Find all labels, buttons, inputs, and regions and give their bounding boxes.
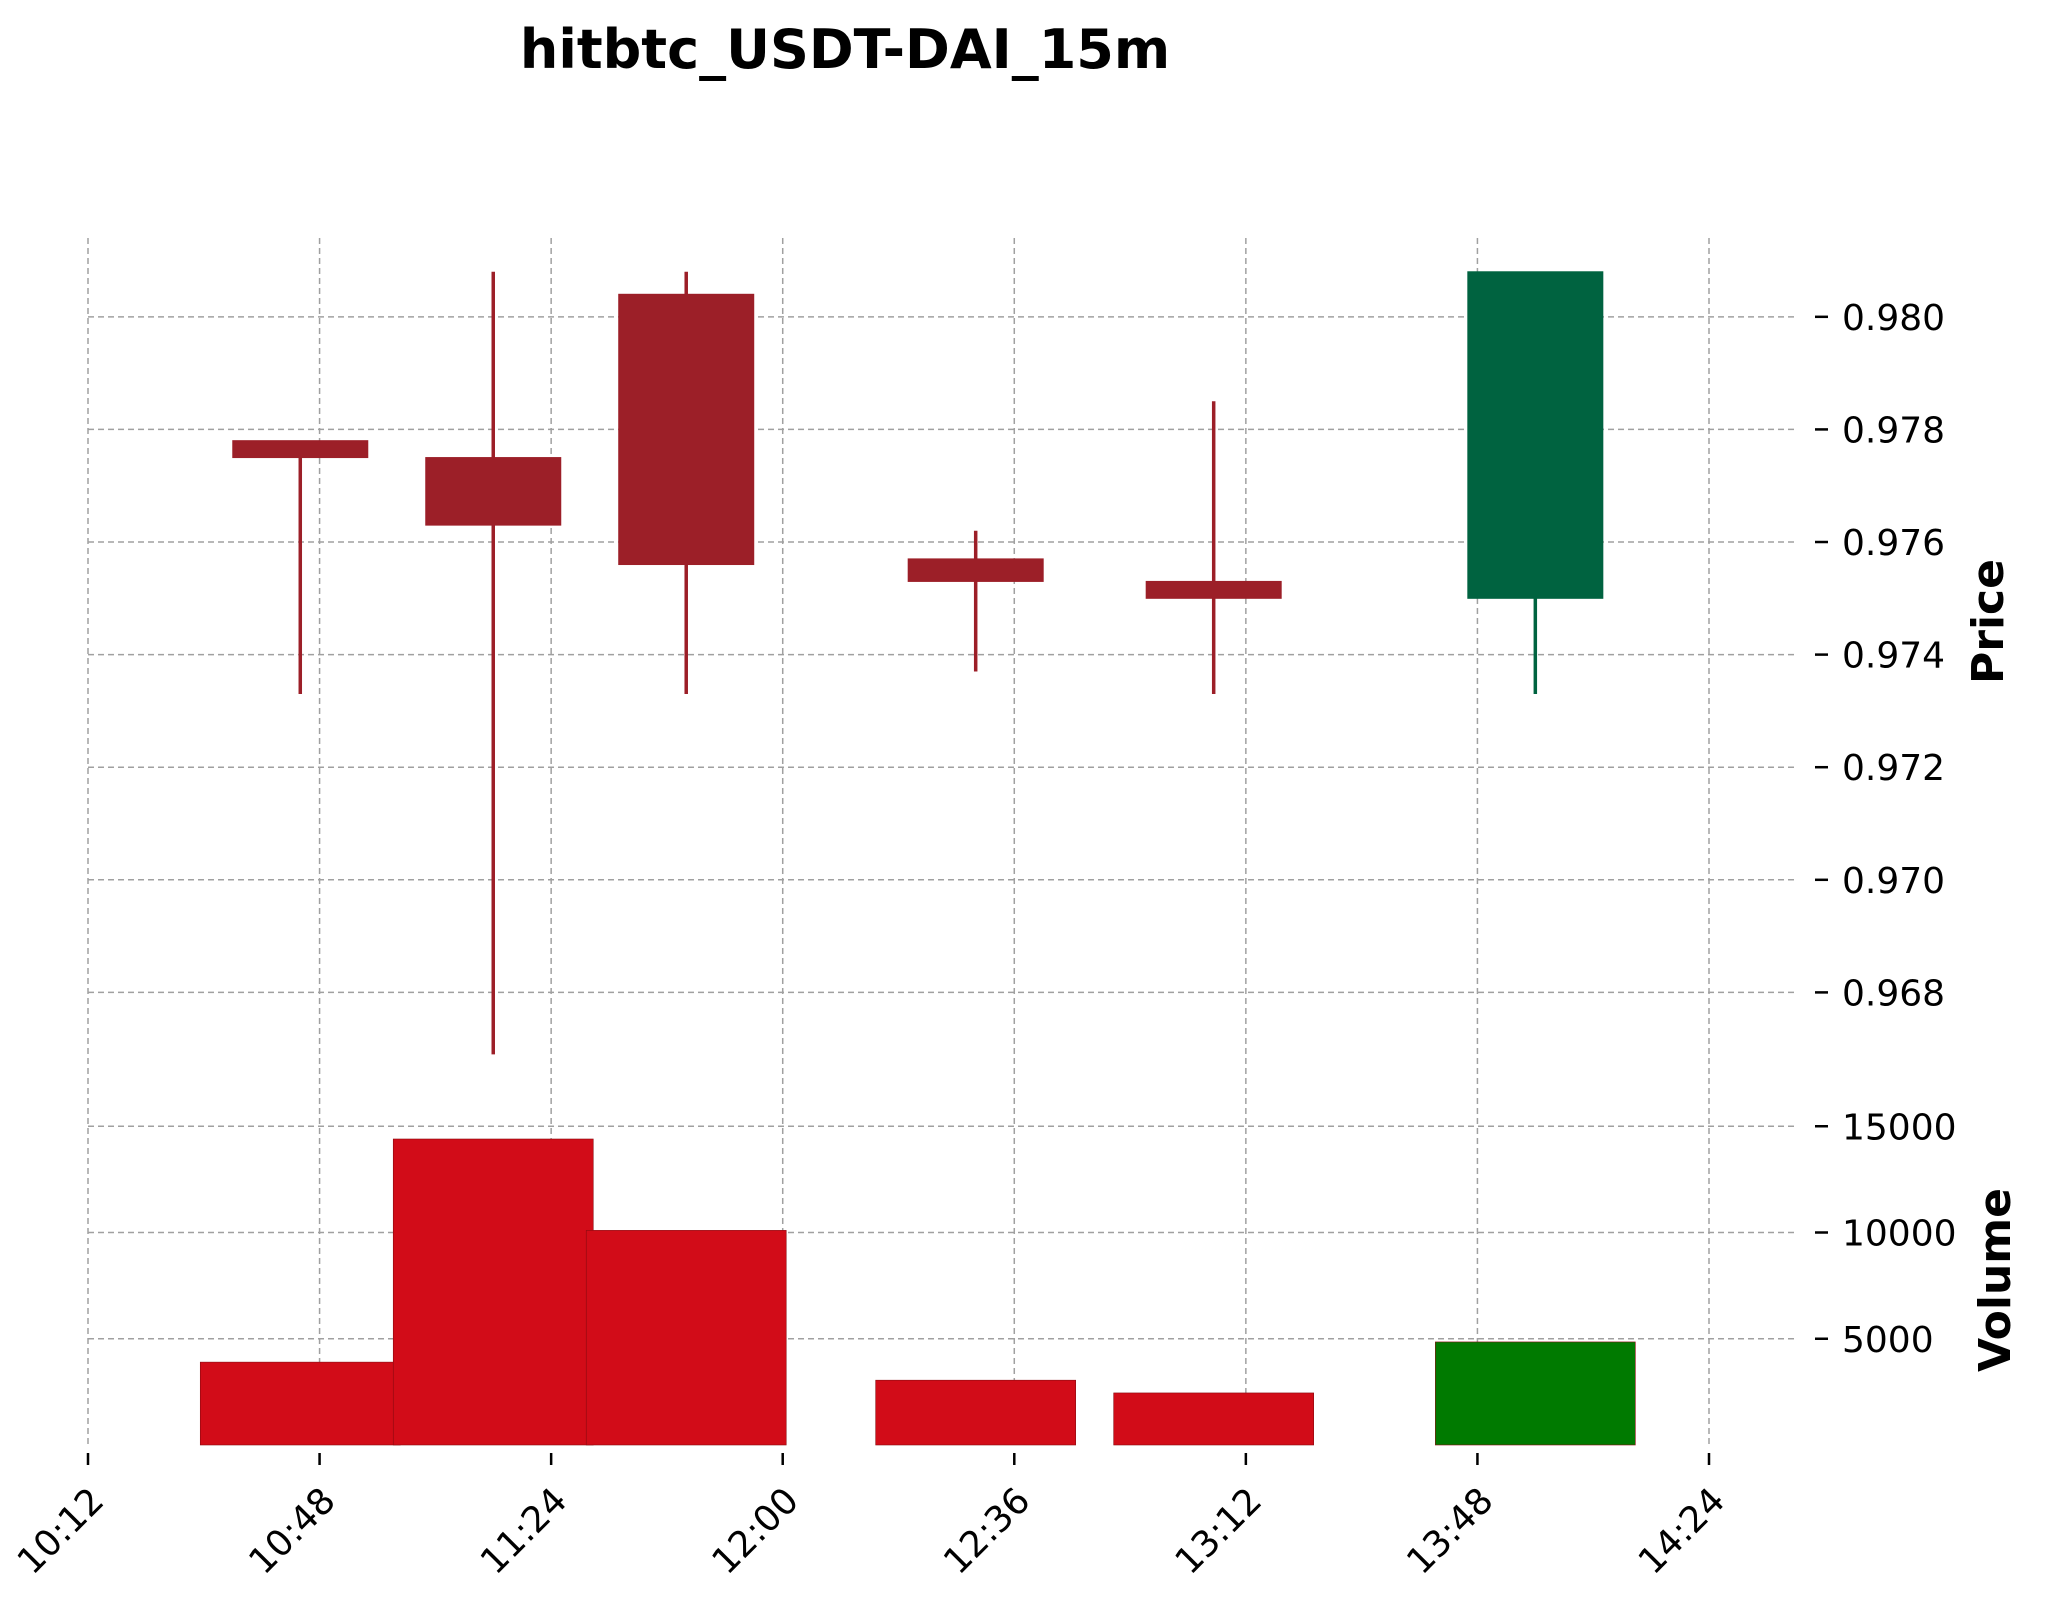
price-tick-label: 0.972 (1842, 748, 1945, 789)
candle-body (1145, 580, 1282, 599)
volume-bar (585, 1230, 787, 1446)
x-tick-label: 13:48 (1399, 1480, 1501, 1582)
x-tick-label: 13:12 (1168, 1480, 1270, 1582)
chart-title: hitbtc_USDT-DAI_15m (519, 18, 1171, 81)
volume-tick-label: 5000 (1842, 1320, 1934, 1361)
candle-body (907, 558, 1044, 582)
candle-body (618, 293, 755, 566)
x-tick-label: 11:24 (473, 1480, 575, 1582)
price-tick-label: 0.968 (1842, 973, 1945, 1014)
price-axis-label: Price (1963, 559, 2014, 684)
x-tick-label: 10:12 (10, 1480, 112, 1582)
x-tick-label: 10:48 (241, 1480, 343, 1582)
price-tick-label: 0.974 (1842, 636, 1945, 677)
price-tick-label: 0.976 (1842, 523, 1945, 564)
x-tick-label: 12:36 (936, 1480, 1038, 1582)
volume-axis-label: Volume (1970, 1188, 2021, 1372)
volume-bars (199, 1138, 1636, 1446)
candle-body (1467, 271, 1604, 599)
volume-bar (1435, 1341, 1636, 1446)
x-tick-label: 12:00 (705, 1480, 807, 1582)
candle-body (425, 457, 562, 526)
candle-body (232, 440, 369, 459)
volume-bar (1113, 1392, 1314, 1446)
volume-tick-label: 10000 (1842, 1214, 1957, 1255)
price-tick-label: 0.978 (1842, 410, 1945, 451)
candles (232, 271, 1604, 1055)
volume-bar (199, 1361, 401, 1446)
price-tick-label: 0.970 (1842, 861, 1945, 902)
x-tick-label: 14:24 (1631, 1480, 1733, 1582)
volume-tick-label: 15000 (1842, 1107, 1957, 1148)
volume-bar (875, 1379, 1076, 1446)
volume-bar (392, 1138, 594, 1446)
price-tick-label: 0.980 (1842, 298, 1945, 339)
